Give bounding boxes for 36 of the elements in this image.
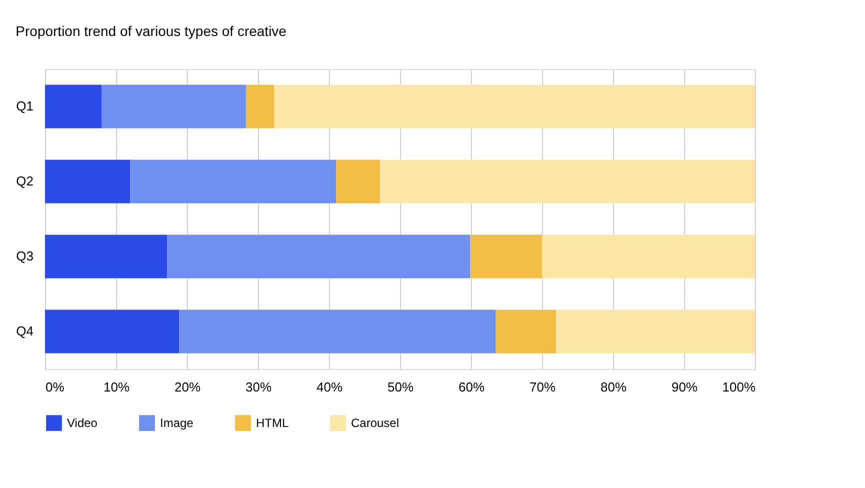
bar xyxy=(102,84,246,128)
bar xyxy=(336,160,380,204)
bar xyxy=(470,234,542,278)
x-tick-label: 10% xyxy=(103,380,130,394)
legend-label: Image xyxy=(160,416,194,430)
y-tick-label: Q3 xyxy=(16,248,34,264)
x-tick-label: 60% xyxy=(458,380,485,394)
legend-label: HTML xyxy=(256,416,289,430)
y-tick-label: Q4 xyxy=(16,324,34,338)
legend-label: Video xyxy=(67,416,98,430)
y-tick-label: Q1 xyxy=(16,98,34,114)
x-tick-label: 40% xyxy=(316,380,343,394)
bar xyxy=(274,84,755,128)
bar xyxy=(45,160,130,204)
x-tick-label: 50% xyxy=(387,380,414,394)
legend-label: Carousel xyxy=(351,416,400,430)
bar xyxy=(380,160,755,204)
bar xyxy=(45,310,180,354)
bar xyxy=(167,234,470,278)
x-tick-label: 100% xyxy=(722,380,756,394)
bar xyxy=(45,234,168,278)
bar xyxy=(179,310,496,354)
bar xyxy=(542,234,755,278)
bar xyxy=(496,310,556,354)
x-tick-label: 90% xyxy=(671,380,698,394)
x-tick-label: 20% xyxy=(174,380,201,394)
bar xyxy=(246,84,274,128)
y-tick-label: Q2 xyxy=(16,174,34,188)
chart-title: Proportion trend of various types of creative xyxy=(16,23,287,39)
x-tick-label: 70% xyxy=(529,380,556,394)
x-tick-label: 80% xyxy=(600,380,627,394)
bar xyxy=(130,160,336,204)
bar xyxy=(45,84,102,128)
bar xyxy=(556,310,755,354)
x-tick-label: 0% xyxy=(46,380,65,394)
x-tick-label: 30% xyxy=(245,380,272,394)
